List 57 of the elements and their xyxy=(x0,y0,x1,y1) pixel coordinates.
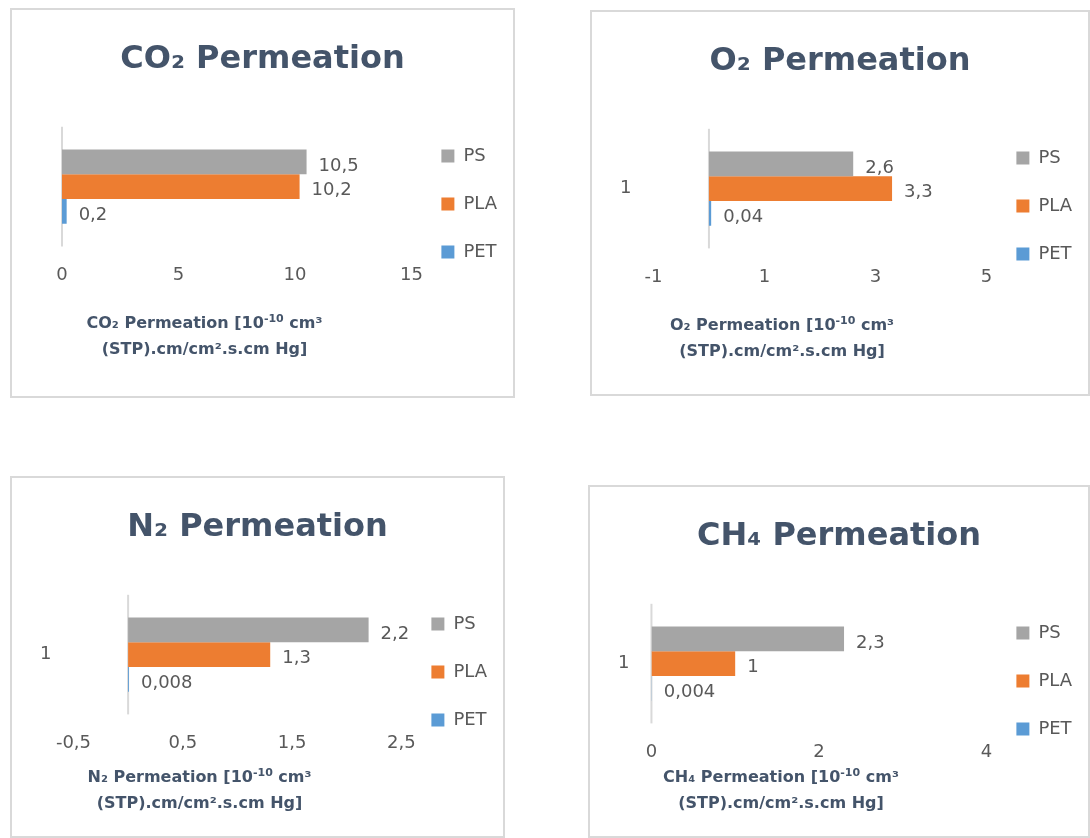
x-tick-label: 10 xyxy=(283,262,307,284)
data-label: 1 xyxy=(747,655,759,677)
chart-title: O₂ Permeation xyxy=(708,40,972,80)
x-axis-title: N₂ Permeation [10$^{-10}$ cm³ (STP).cm/cm².s.cm Hg] xyxy=(86,765,313,815)
legend-label: PET xyxy=(463,239,498,261)
x-tick-label: -1 xyxy=(644,264,663,286)
data-label: 0,04 xyxy=(723,204,764,226)
x-axis-title: CO₂ Permeation [10$^{-10}$ cm³ (STP).cm/cm².s.cm Hg] xyxy=(85,311,324,361)
legend-label: PS xyxy=(453,611,476,633)
legend-label: PS xyxy=(463,143,486,165)
data-label: 0,004 xyxy=(663,679,716,701)
legend-label: PLA xyxy=(1038,668,1073,690)
legend-label: PS xyxy=(1038,145,1061,167)
x-tick-label: 3 xyxy=(869,264,882,286)
bar xyxy=(62,174,300,199)
bar xyxy=(62,149,307,175)
data-label: 1,3 xyxy=(282,646,311,668)
chart-title: CO₂ Permeation xyxy=(119,38,406,78)
x-tick-label: 0 xyxy=(56,262,68,284)
data-label: 2,2 xyxy=(380,621,410,643)
data-label: 0,008 xyxy=(140,670,193,692)
x-axis-title: O₂ Permeation [10$^{-10}$ cm³ (STP).cm/cm².s.cm Hg] xyxy=(668,313,896,363)
bar xyxy=(708,151,854,177)
legend-label: PET xyxy=(1038,241,1073,263)
legend-label: PET xyxy=(453,707,488,729)
data-label: 10,2 xyxy=(311,178,352,200)
x-tick-label: 1 xyxy=(758,264,771,286)
legend-label: PET xyxy=(1038,716,1073,738)
bar xyxy=(651,651,736,676)
legend-label: PLA xyxy=(463,191,498,213)
data-label: 3,3 xyxy=(904,180,933,202)
chart-title: CH₄ Permeation xyxy=(696,515,982,555)
data-label: 2,3 xyxy=(856,630,885,652)
x-tick-label: 0,5 xyxy=(168,730,198,752)
legend-label: PS xyxy=(1038,620,1061,642)
x-tick-label: 5 xyxy=(172,262,185,284)
x-axis-title: CH₄ Permeation [10$^{-10}$ cm³ (STP).cm/cm².s.cm Hg] xyxy=(662,765,900,815)
bar xyxy=(708,176,893,201)
bar xyxy=(708,200,712,226)
x-tick-label: 2 xyxy=(813,739,825,761)
data-label: 2,6 xyxy=(865,155,894,177)
legend-label: PLA xyxy=(453,659,488,681)
x-tick-label: 1,5 xyxy=(277,730,307,752)
bar xyxy=(62,198,67,224)
legend-label: PLA xyxy=(1038,193,1073,215)
data-label: 10,5 xyxy=(318,153,359,175)
x-tick-label: 4 xyxy=(980,739,993,761)
bar xyxy=(128,642,271,667)
x-tick-label: 15 xyxy=(399,262,423,284)
x-tick-label: -0,5 xyxy=(55,730,92,752)
x-tick-label: 2,5 xyxy=(387,730,416,752)
x-tick-label: 5 xyxy=(980,264,993,286)
chart-title: N₂ Permeation xyxy=(126,506,389,546)
bar xyxy=(128,617,369,643)
bar xyxy=(651,626,845,652)
x-tick-label: 0 xyxy=(645,739,658,761)
data-label: 0,2 xyxy=(78,202,108,224)
